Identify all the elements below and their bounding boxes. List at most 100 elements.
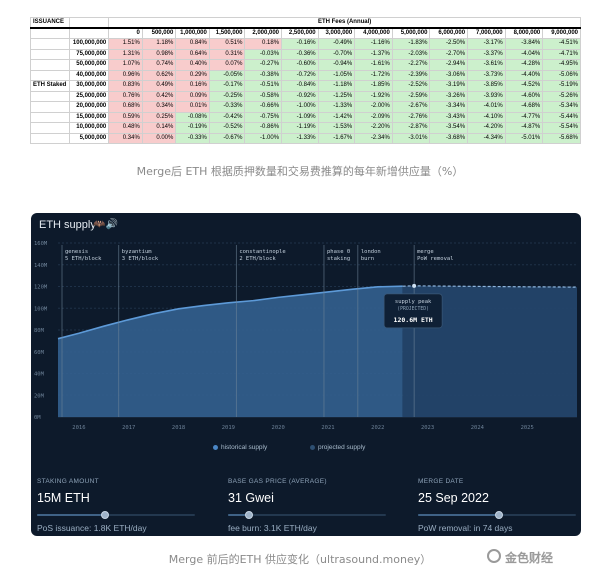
table-cell: -3.73% [467, 69, 506, 81]
table-cell: 0.00% [141, 132, 177, 144]
table-row: 50,000,000 1.07% 0.74% 0.40% 0.07% -0.27% -0.6… [30, 59, 581, 71]
gas-price-slider[interactable] [228, 511, 386, 519]
gas-price-slider-knob[interactable] [244, 511, 253, 519]
table-cell: -4.68% [504, 101, 544, 113]
table-cell: -3.43% [429, 111, 469, 123]
table-cell: 0.31% [208, 48, 246, 60]
table-cell: -5.44% [542, 111, 581, 123]
table-column-header: 5,000,000 [391, 27, 431, 39]
table-row: 15,000,000 0.59% 0.25% -0.08% -0.42% -0.75% -1… [30, 111, 581, 123]
table-column-header: 6,000,000 [429, 27, 469, 39]
table-cell: -3.93% [467, 90, 506, 102]
table-cell: 0.42% [141, 90, 177, 102]
stat-value: 15M ETH [37, 491, 90, 505]
table-cell: -2.59% [391, 90, 431, 102]
table-cell: -0.92% [281, 90, 319, 102]
table-cell: -1.42% [317, 111, 356, 123]
table-cell: 0.64% [175, 48, 210, 60]
table-cell: -3.19% [429, 80, 469, 92]
table-cell: -0.67% [208, 132, 246, 144]
table-cell: 0.83% [108, 80, 143, 92]
table-cell: -2.87% [391, 122, 431, 134]
table-cell: -1.53% [317, 122, 356, 134]
y-tick-label: 20M [34, 393, 45, 399]
event-marker-title: merge [417, 249, 434, 255]
stat-sub: fee burn: 3.1K ETH/day [228, 523, 317, 533]
table-blank-cell [68, 17, 110, 29]
table-cell: -0.66% [244, 101, 283, 113]
table-cell: 0.14% [141, 122, 177, 134]
event-marker-subtitle: 3 ETH/block [122, 256, 159, 262]
table-cell: -1.61% [354, 59, 393, 71]
panel-title: ETH supply [39, 219, 96, 231]
table-cell: -2.09% [354, 111, 393, 123]
merge-date-slider[interactable] [418, 511, 576, 519]
y-tick-label: 120M [34, 285, 48, 291]
table-cell: -1.92% [354, 90, 393, 102]
table-cell: -3.84% [504, 38, 544, 50]
table-cell: -1.25% [317, 90, 356, 102]
table-cell: -1.00% [244, 132, 283, 144]
projected-supply-line [402, 285, 578, 288]
table-cell: -0.16% [281, 38, 319, 50]
table-group-header: ETH Fees (Annual) [108, 17, 581, 29]
table-cell: -3.54% [429, 122, 469, 134]
table-column-header: 2,000,000 [244, 27, 283, 39]
x-tick-label: 2024 [471, 425, 485, 431]
table-cell: -1.85% [354, 80, 393, 92]
event-marker-subtitle: 2 ETH/block [239, 256, 276, 262]
table-column-header: 1,000,000 [175, 27, 210, 39]
table-cell: 0.34% [141, 101, 177, 113]
staking-slider[interactable] [37, 511, 195, 519]
legend-historical: historical supply [213, 444, 267, 451]
table-row-group-label [30, 90, 70, 102]
table-cell: -4.95% [542, 59, 581, 71]
table-cell: -4.20% [467, 122, 506, 134]
watermark-logo-icon [487, 549, 501, 563]
event-marker-title: genesis [65, 249, 88, 255]
table-cell: 0.40% [175, 59, 210, 71]
y-tick-label: 160M [34, 241, 48, 247]
table-cell: -3.01% [391, 132, 431, 144]
table-cell: -2.94% [429, 59, 469, 71]
stat-sub: PoS issuance: 1.8K ETH/day [37, 523, 147, 533]
table-cell: -4.87% [504, 122, 544, 134]
table-cell: -4.04% [504, 48, 544, 60]
table-row-header: 20,000,000 [68, 101, 110, 113]
table-cell: -5.06% [542, 69, 581, 81]
table-cell: 0.25% [141, 111, 177, 123]
table-row: 5,000,000 0.34% 0.00% -0.33% -0.67% -1.00% -1.… [30, 132, 581, 144]
table-cell: -2.34% [354, 132, 393, 144]
stat-label: MERGE DATE [418, 478, 464, 485]
merge-date-slider-knob[interactable] [494, 511, 503, 519]
table-cell: -2.67% [391, 101, 431, 113]
projected-supply-area [402, 285, 577, 417]
table-column-row: 0 500,000 1,000,000 1,500,000 2,000,000 2,500… [30, 27, 581, 39]
tooltip-box [383, 293, 443, 329]
table-row: ETH Staked 30,000,000 0.83% 0.49% 0.16% -0.17… [30, 80, 581, 92]
x-tick-label: 2017 [122, 425, 135, 431]
tooltip-title: supply peak [395, 299, 432, 305]
table-column-header: 500,000 [141, 27, 177, 39]
bat-speaker-icon: 🦇🔊 [93, 219, 118, 230]
table-row: 40,000,000 0.96% 0.62% 0.29% -0.05% -0.38% -0.… [30, 69, 581, 81]
table-cell: -0.58% [244, 90, 283, 102]
table-cell: -2.00% [354, 101, 393, 113]
staking-slider-knob[interactable] [100, 511, 109, 519]
table-row-group-label [30, 101, 70, 113]
table-row-header: 5,000,000 [68, 132, 110, 144]
y-tick-label: 140M [34, 263, 48, 269]
table-cell: 1.07% [108, 59, 143, 71]
x-tick-label: 2018 [172, 425, 185, 431]
table-cell: -2.20% [354, 122, 393, 134]
issuance-table: ISSUANCE ETH Fees (Annual) 0 500,000 1,000,0… [30, 17, 581, 144]
table-cell: -0.33% [175, 132, 210, 144]
table-cell: 0.96% [108, 69, 143, 81]
table-cell: -5.26% [542, 90, 581, 102]
table-cell: 0.29% [175, 69, 210, 81]
legend-projected: projected supply [310, 444, 365, 451]
table-cell: -1.33% [317, 101, 356, 113]
table-header-row: ISSUANCE ETH Fees (Annual) [30, 17, 581, 29]
table-cell: 0.98% [141, 48, 177, 60]
table-cell: -3.61% [467, 59, 506, 71]
